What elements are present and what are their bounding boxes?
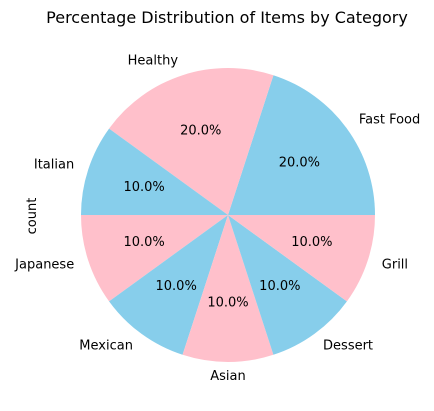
pie-labels: Fast Food 20.0% Healthy 20.0% Italian 10.0% Ja… bbox=[14, 54, 420, 384]
category-label-fast-food: Fast Food bbox=[359, 112, 420, 127]
percentage-label-mexican: 10.0% bbox=[156, 279, 197, 294]
percentage-label-grill: 10.0% bbox=[291, 235, 332, 250]
pie-slices bbox=[81, 67, 375, 362]
chart-title: Percentage Distribution of Items by Cate… bbox=[46, 8, 408, 27]
category-label-dessert: Dessert bbox=[323, 338, 373, 353]
percentage-label-dessert: 10.0% bbox=[259, 279, 300, 294]
pie-slice-italian bbox=[81, 128, 228, 215]
pie-slice-healthy bbox=[109, 67, 274, 215]
pie-slice-fast-food bbox=[228, 75, 375, 215]
category-label-japanese: Japanese bbox=[14, 257, 74, 272]
pie-slice-dessert bbox=[228, 215, 347, 355]
percentage-label-healthy: 20.0% bbox=[180, 124, 221, 139]
percentage-label-fast-food: 20.0% bbox=[279, 156, 320, 171]
category-label-italian: Italian bbox=[34, 158, 74, 173]
category-label-asian: Asian bbox=[210, 369, 245, 384]
percentage-label-italian: 10.0% bbox=[123, 180, 164, 195]
pie-slice-asian bbox=[182, 215, 274, 362]
pie-slice-mexican bbox=[109, 215, 228, 355]
pie-slice-japanese bbox=[81, 215, 228, 302]
category-label-grill: Grill bbox=[382, 257, 408, 272]
category-label-mexican: Mexican bbox=[79, 338, 133, 353]
percentage-label-asian: 10.0% bbox=[207, 296, 248, 311]
y-axis-label: count bbox=[25, 198, 40, 235]
category-label-healthy: Healthy bbox=[128, 54, 179, 69]
pie-slice-grill bbox=[228, 215, 375, 302]
percentage-label-japanese: 10.0% bbox=[123, 235, 164, 250]
